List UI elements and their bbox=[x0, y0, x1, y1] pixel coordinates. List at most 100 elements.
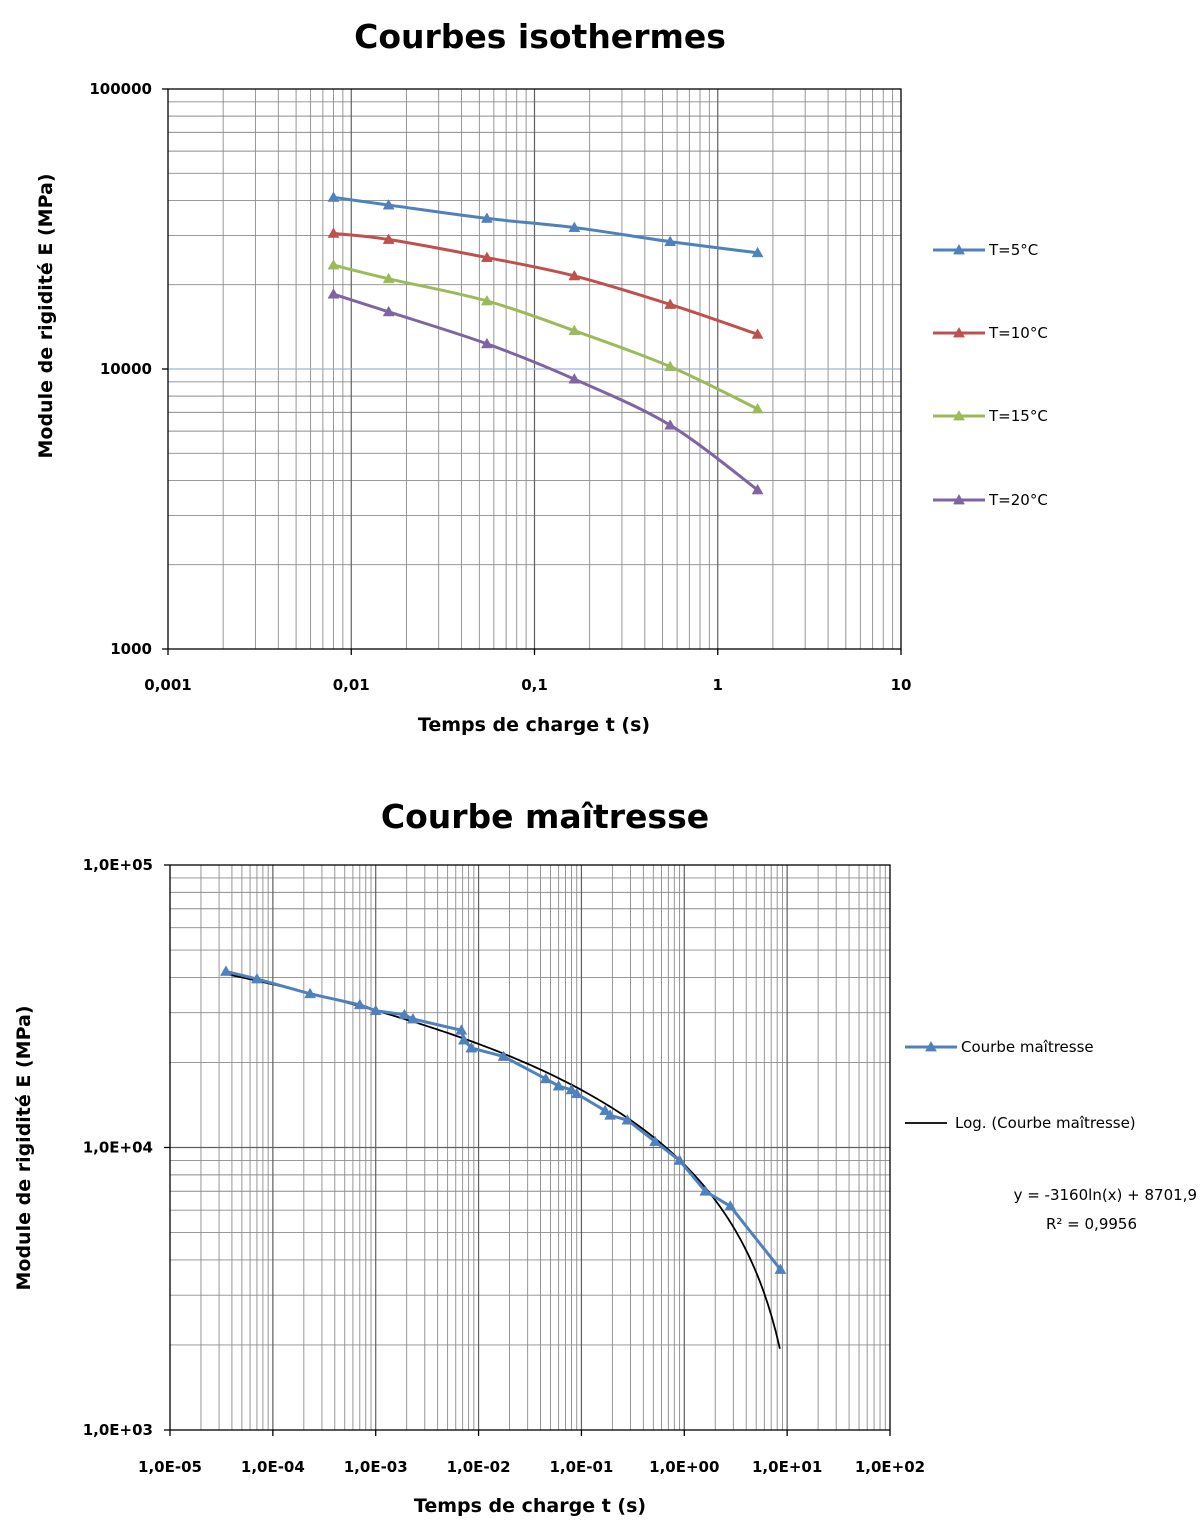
chart2-data-point bbox=[398, 1008, 411, 1020]
chart2-data-point bbox=[465, 1042, 478, 1053]
chart2-x-tick-label: 1,0E-05 bbox=[138, 1458, 202, 1476]
chart2-y-tick-label: 1,0E+03 bbox=[83, 1421, 153, 1439]
chart2-y-tick-label: 1,0E+05 bbox=[83, 856, 153, 874]
chart1-data-point bbox=[751, 402, 764, 414]
chart2-y-tick-label: 1,0E+04 bbox=[83, 1139, 153, 1157]
chart1-data-point bbox=[664, 419, 677, 430]
chart2-data-point bbox=[570, 1087, 583, 1099]
chart2-x-tick-label: 1,0E-02 bbox=[447, 1458, 511, 1476]
chart2-x-tick-label: 1,0E+01 bbox=[752, 1458, 822, 1476]
chart2-data-point bbox=[699, 1185, 712, 1196]
chart2-data-point bbox=[353, 998, 366, 1010]
chart2-legend: Courbe maîtresse Log. (Courbe maîtresse) bbox=[905, 1038, 1136, 1132]
chart2-grid bbox=[170, 865, 890, 1430]
chart1-legend-label: T=5°C bbox=[988, 241, 1038, 259]
chart1-legend-label: T=15°C bbox=[988, 407, 1048, 425]
chart1-data-point bbox=[382, 199, 395, 210]
chart2-x-tick-label: 1,0E+02 bbox=[855, 1458, 925, 1476]
chart1-x-tick-label: 10 bbox=[891, 676, 912, 694]
chart1-data-point bbox=[480, 212, 493, 223]
chart2-legend-label: Courbe maîtresse bbox=[961, 1038, 1094, 1056]
chart1-data-point bbox=[751, 328, 764, 339]
chart1-data-point bbox=[327, 227, 340, 238]
chart1-data-point bbox=[382, 233, 395, 244]
chart2-legend-trend-label: Log. (Courbe maîtresse) bbox=[955, 1114, 1136, 1132]
chart1-data-point bbox=[751, 483, 764, 495]
chart1-series-2 bbox=[327, 227, 764, 339]
chart2-data-point bbox=[604, 1109, 617, 1120]
chart2-data-point bbox=[565, 1083, 578, 1095]
chart1-series-1 bbox=[327, 191, 764, 258]
chart1-data-point bbox=[327, 288, 340, 299]
chart2-data-point bbox=[673, 1154, 686, 1165]
chart1-data-point bbox=[664, 298, 677, 309]
chart1-legend-marker bbox=[953, 493, 965, 505]
chart1-series-3 bbox=[327, 259, 764, 414]
chart1-legend-marker bbox=[953, 243, 965, 255]
chart1-legend-marker bbox=[953, 409, 965, 421]
chart1-data-point bbox=[568, 373, 581, 384]
chart2-x-tick-label: 1,0E-03 bbox=[344, 1458, 408, 1476]
chart1-x-axis-title: Temps de charge t (s) bbox=[418, 714, 650, 736]
chart1-data-point bbox=[568, 324, 581, 336]
chart2-data-point bbox=[649, 1135, 662, 1146]
chart1-data-point bbox=[480, 294, 493, 306]
chart1-data-point bbox=[568, 221, 581, 232]
chart1-x-tick-label: 0,001 bbox=[144, 676, 191, 694]
chart1-y-tick-label: 100000 bbox=[89, 80, 152, 98]
chart1-data-point bbox=[327, 191, 340, 202]
chart1-x-tick-label: 1 bbox=[713, 676, 723, 694]
chart2-y-axis-title: Module de rigidité E (MPa) bbox=[13, 1006, 35, 1291]
chart1-data-point bbox=[382, 305, 395, 317]
chart2-data-point bbox=[455, 1024, 468, 1035]
chart1-legend-marker bbox=[953, 326, 965, 338]
chart1-data-point bbox=[751, 246, 764, 258]
chart1-data-point bbox=[664, 235, 677, 247]
chart1-y-axis-title: Module de rigidité E (MPa) bbox=[35, 174, 57, 459]
chart2-x-tick-label: 1,0E-01 bbox=[549, 1458, 613, 1476]
chart2-data-point bbox=[304, 987, 316, 999]
chart1-series-4 bbox=[327, 288, 764, 495]
chart2-data-point bbox=[621, 1114, 634, 1125]
chart1-series-line bbox=[333, 263, 759, 411]
chart1-data-point bbox=[382, 272, 395, 284]
chart2-data-point bbox=[369, 1004, 382, 1016]
chart2-data-point bbox=[599, 1104, 612, 1116]
chart2-series-line bbox=[225, 969, 782, 1271]
chart2-x-tick-label: 1,0E-04 bbox=[241, 1458, 305, 1476]
chart1-x-tick-label: 0,1 bbox=[521, 676, 548, 694]
chart1-title: Courbes isothermes bbox=[354, 17, 726, 56]
chart1-legend-label: T=10°C bbox=[988, 324, 1048, 342]
chart2-trend-r2: R² = 0,9956 bbox=[1046, 1215, 1137, 1233]
chart1-data-point bbox=[480, 251, 493, 262]
chart2-data-point bbox=[774, 1263, 787, 1274]
chart1-grid bbox=[168, 89, 901, 649]
chart1-legend: T=5°C T=10°C T=15°C T=20°C bbox=[933, 241, 1048, 509]
chart1-y-tick-label: 1000 bbox=[110, 640, 152, 658]
chart2-legend-marker bbox=[925, 1040, 937, 1052]
chart2-title: Courbe maîtresse bbox=[381, 797, 709, 836]
chart2-data-point bbox=[497, 1050, 510, 1061]
chart2-trendline bbox=[225, 973, 781, 1349]
chart1-series-line bbox=[333, 195, 758, 255]
chart2-series-1 bbox=[220, 965, 787, 1274]
chart1-data-point bbox=[568, 269, 581, 281]
chart2-x-axis-title: Temps de charge t (s) bbox=[414, 1495, 646, 1517]
chart2-data-point bbox=[220, 965, 232, 976]
chart2-data-point bbox=[406, 1013, 419, 1024]
chart1-y-tick-label: 10000 bbox=[100, 360, 152, 378]
chart1-data-point bbox=[664, 360, 677, 371]
chart2-data-point bbox=[724, 1200, 737, 1211]
chart2-data-point bbox=[539, 1072, 552, 1084]
chart2-x-tick-label: 1,0E+00 bbox=[649, 1458, 719, 1476]
chart2-data-point bbox=[552, 1080, 565, 1091]
chart1-data-point bbox=[327, 259, 340, 270]
chart1-x-tick-label: 0,01 bbox=[333, 676, 370, 694]
chart1-data-point bbox=[480, 337, 493, 349]
chart2-data-point bbox=[250, 972, 263, 984]
chart2-data-point bbox=[457, 1034, 470, 1045]
chart1-legend-label: T=20°C bbox=[988, 491, 1048, 509]
chart2-trend-equation: y = -3160ln(x) + 8701,9 bbox=[1014, 1186, 1197, 1204]
chart1-series-line bbox=[333, 292, 759, 492]
